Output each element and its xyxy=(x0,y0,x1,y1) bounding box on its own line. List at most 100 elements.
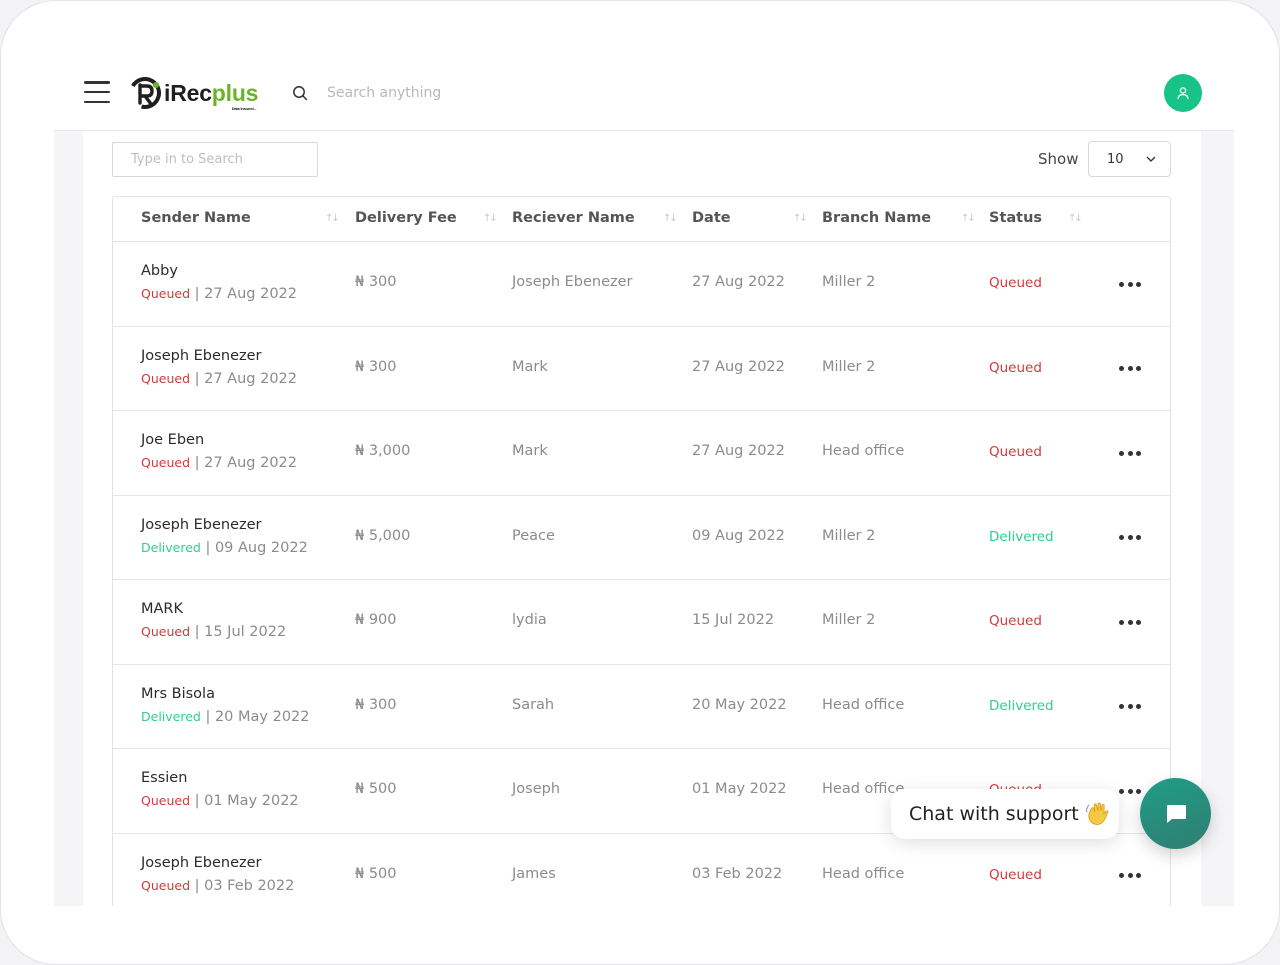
sender-name: Joseph Ebenezer xyxy=(141,854,262,871)
sort-icon[interactable]: ↑↓ xyxy=(793,213,808,224)
branch-name: Head office xyxy=(822,781,905,797)
user-icon xyxy=(1177,87,1189,100)
more-icon[interactable] xyxy=(1119,274,1141,294)
delivery-date: 27 Aug 2022 xyxy=(692,274,785,290)
column-header-branch[interactable]: Branch Name xyxy=(822,210,932,226)
status-badge: Queued xyxy=(989,275,1042,291)
more-icon[interactable] xyxy=(1119,528,1141,548)
branch-name: Miller 2 xyxy=(822,527,876,544)
column-header-sender[interactable]: Sender Name xyxy=(141,210,251,226)
sort-icon[interactable]: ↑↓ xyxy=(663,213,678,224)
branch-name: Miller 2 xyxy=(822,612,876,628)
table-row[interactable]: Joseph Ebenezer Delivered | 09 Aug 2022 ₦ … xyxy=(113,496,1170,580)
column-header-status[interactable]: Status xyxy=(989,210,1043,226)
separator: | xyxy=(190,793,205,809)
sender-subline: Queued | 01 May 2022 xyxy=(141,793,299,809)
delivery-date: 01 May 2022 xyxy=(692,781,787,797)
table-row[interactable]: Joseph Ebenezer Queued | 03 Feb 2022 ₦ 500… xyxy=(113,834,1170,907)
sender-subline: Queued | 03 Feb 2022 xyxy=(141,878,294,894)
sort-icon[interactable]: ↑↓ xyxy=(1068,213,1083,224)
more-icon[interactable] xyxy=(1119,359,1141,379)
waving-hand-icon xyxy=(1085,802,1109,825)
sort-icon[interactable]: ↑↓ xyxy=(961,213,976,224)
delivery-fee: ₦ 3,000 xyxy=(355,443,411,459)
receiver-name: Joseph Ebenezer xyxy=(512,274,633,290)
delivery-fee: ₦ 500 xyxy=(355,781,397,797)
sender-name: Joseph Ebenezer xyxy=(141,516,262,533)
page-size-select[interactable]: 10 xyxy=(1088,141,1171,177)
table-header: Sender Name ↑↓ Delivery Fee ↑↓ Reciever … xyxy=(113,197,1170,242)
separator: | xyxy=(200,539,215,556)
branch-name: Head office xyxy=(822,696,905,713)
sender-subline: Delivered | 20 May 2022 xyxy=(141,709,310,725)
sender-status: Delivered xyxy=(141,708,201,724)
column-header-receiver[interactable]: Reciever Name xyxy=(512,210,635,226)
search-icon xyxy=(293,86,308,101)
sender-date: 01 May 2022 xyxy=(204,793,299,809)
separator: | xyxy=(190,370,205,387)
branch-name: Head office xyxy=(822,865,905,882)
delivery-fee: ₦ 300 xyxy=(355,274,397,290)
sender-subline: Queued | 27 Aug 2022 xyxy=(141,286,297,302)
sender-status: Queued xyxy=(141,624,190,639)
status-badge: Queued xyxy=(989,866,1042,883)
sender-name: Mrs Bisola xyxy=(141,685,215,702)
sender-subline: Delivered | 09 Aug 2022 xyxy=(141,540,308,556)
table-row[interactable]: Abby Queued | 27 Aug 2022 ₦ 300 Joseph Eben… xyxy=(113,242,1170,327)
table-row[interactable]: MARK Queued | 15 Jul 2022 ₦ 900 lydia 15 Jul… xyxy=(113,580,1170,665)
column-header-date[interactable]: Date xyxy=(692,210,731,226)
sender-status: Queued xyxy=(141,793,190,808)
sort-icon[interactable]: ↑↓ xyxy=(325,213,340,224)
status-badge: Delivered xyxy=(989,528,1054,545)
delivery-fee: ₦ 5,000 xyxy=(355,527,411,544)
sender-date: 27 Aug 2022 xyxy=(204,286,297,302)
page-size-value: 10 xyxy=(1107,151,1124,167)
sender-date: 20 May 2022 xyxy=(214,708,310,725)
avatar[interactable] xyxy=(1164,74,1202,112)
receiver-name: Mark xyxy=(512,358,548,375)
chat-button[interactable] xyxy=(1140,778,1211,849)
receiver-name: James xyxy=(512,865,556,882)
delivery-fee: ₦ 300 xyxy=(355,358,397,375)
table-search-input[interactable] xyxy=(112,142,318,177)
sender-date: 09 Aug 2022 xyxy=(214,539,308,556)
sender-name: Essien xyxy=(141,770,188,786)
delivery-fee: ₦ 500 xyxy=(355,865,397,882)
delivery-date: 03 Feb 2022 xyxy=(692,865,783,882)
sort-icon[interactable]: ↑↓ xyxy=(483,213,498,224)
receiver-name: lydia xyxy=(512,612,547,628)
chat-icon xyxy=(1166,804,1186,823)
menu-icon[interactable] xyxy=(84,81,110,103)
more-icon[interactable] xyxy=(1119,781,1141,801)
receiver-name: Peace xyxy=(512,527,555,544)
separator: | xyxy=(190,877,205,894)
logo-text: iRecplus Data Insured... xyxy=(164,80,258,111)
delivery-date: 20 May 2022 xyxy=(692,696,787,713)
separator: | xyxy=(200,708,215,725)
sender-date: 03 Feb 2022 xyxy=(204,877,295,894)
separator: | xyxy=(190,286,205,302)
separator: | xyxy=(190,455,205,471)
sender-date: 27 Aug 2022 xyxy=(204,455,297,471)
sender-status: Delivered xyxy=(141,539,201,555)
delivery-fee: ₦ 300 xyxy=(355,696,397,713)
column-header-fee[interactable]: Delivery Fee xyxy=(355,210,457,226)
logo[interactable]: iRecplus Data Insured... xyxy=(129,75,258,111)
table-row[interactable]: Joe Eben Queued | 27 Aug 2022 ₦ 3,000 Mark 2… xyxy=(113,411,1170,496)
status-badge: Delivered xyxy=(989,697,1054,714)
chevron-down-icon xyxy=(1146,156,1156,162)
more-icon[interactable] xyxy=(1119,866,1141,886)
chat-support-bubble[interactable]: Chat with support xyxy=(891,789,1119,839)
sender-name: Joe Eben xyxy=(141,432,205,448)
more-icon[interactable] xyxy=(1119,612,1141,632)
more-icon[interactable] xyxy=(1119,443,1141,463)
show-label: Show xyxy=(1038,150,1079,168)
status-badge: Queued xyxy=(989,444,1042,460)
more-icon[interactable] xyxy=(1119,697,1141,717)
receiver-name: Joseph xyxy=(512,781,561,797)
table-row[interactable]: Mrs Bisola Delivered | 20 May 2022 ₦ 300 Sa… xyxy=(113,665,1170,749)
global-search-input[interactable] xyxy=(327,81,627,105)
table-row[interactable]: Joseph Ebenezer Queued | 27 Aug 2022 ₦ 300… xyxy=(113,327,1170,411)
logo-mark-icon xyxy=(129,77,161,109)
